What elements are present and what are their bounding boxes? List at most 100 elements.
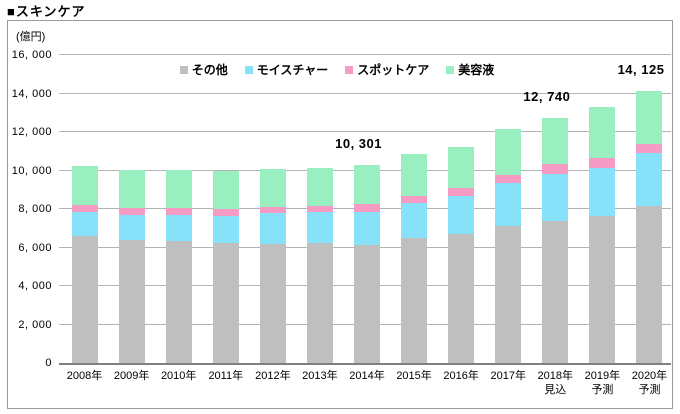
legend-item: モイスチャー — [244, 61, 329, 78]
legend-item: その他 — [179, 61, 228, 78]
bar-segment-スポットケア — [306, 206, 333, 213]
bar-segment-モイスチャー — [212, 215, 239, 243]
x-axis-label-year: 2017年 — [490, 370, 526, 382]
y-tick-label: 8, 000 — [18, 203, 52, 215]
bar-segment-美容液 — [495, 128, 522, 175]
bar-segment-スポットケア — [589, 157, 616, 168]
plot-area: その他 モイスチャー スポットケア 美容液 10, 301 12, 740 14, 125 — [59, 54, 671, 365]
bar-segment-スポットケア — [636, 143, 663, 153]
bar-segment-美容液 — [259, 169, 286, 207]
x-axis-label: 2013年 — [290, 369, 350, 383]
legend-item: 美容液 — [446, 61, 494, 78]
x-axis-label-year: 2013年 — [302, 370, 338, 382]
x-axis-label: 2012年 — [243, 369, 303, 383]
x-axis-label-year: 2009年 — [113, 370, 150, 382]
bar-segment-その他 — [589, 215, 616, 363]
legend-label: その他 — [191, 63, 228, 77]
data-label: 10, 301 — [335, 135, 382, 151]
bar-segment-モイスチャー — [71, 211, 98, 236]
bar-segment-モイスチャー — [118, 214, 145, 240]
bar-segment-モイスチャー — [354, 211, 380, 245]
legend-swatch — [244, 65, 253, 74]
bar-segment-その他 — [259, 243, 286, 363]
bar-segment-モイスチャー — [259, 213, 286, 244]
x-axis-label: 2010年 — [149, 369, 209, 383]
bar-segment-美容液 — [636, 91, 663, 144]
bar-segment-スポットケア — [401, 195, 428, 203]
bar-segment-スポットケア — [542, 163, 569, 175]
x-axis-label-sub: 予測 — [638, 384, 661, 396]
bar-segment-モイスチャー — [448, 196, 475, 235]
bar-segment-その他 — [212, 242, 239, 363]
bar-segment-モイスチャー — [589, 167, 616, 216]
bar-segment-スポットケア — [259, 206, 286, 214]
bar-segment-スポットケア — [495, 174, 522, 184]
bar-segment-美容液 — [118, 169, 145, 209]
bar-segment-美容液 — [448, 146, 475, 189]
bar-segment-モイスチャー — [401, 202, 428, 239]
legend-swatch — [345, 65, 354, 74]
bar-segment-美容液 — [542, 117, 569, 164]
x-axis-label: 2015年 — [384, 369, 444, 383]
x-axis-label: 2020年予測 — [619, 369, 679, 397]
x-axis-label-year: 2010年 — [160, 370, 197, 382]
y-tick-label: 14, 000 — [11, 87, 52, 100]
legend: その他 モイスチャー スポットケア 美容液 — [59, 61, 671, 78]
x-axis-label-year: 2015年 — [396, 370, 432, 382]
y-axis-unit-label: (億円) — [16, 31, 46, 43]
x-axis-label-year: 2016年 — [443, 370, 479, 382]
bar-segment-スポットケア — [118, 208, 145, 215]
bar-segment-スポットケア — [165, 208, 192, 215]
x-axis-label-year: 2014年 — [349, 370, 385, 382]
x-axis-label-sub: 見込 — [544, 384, 567, 396]
bar-segment-モイスチャー — [165, 214, 192, 241]
gridline — [59, 131, 671, 132]
bar-segment-その他 — [71, 235, 98, 363]
y-tick-label: 10, 000 — [11, 164, 52, 177]
bar-segment-その他 — [306, 243, 333, 363]
x-axis-label: 2008年 — [55, 369, 115, 383]
legend-label: モイスチャー — [256, 63, 329, 77]
bar-segment-モイスチャー — [542, 174, 569, 222]
data-label: 14, 125 — [617, 62, 665, 78]
y-tick-label: 2, 000 — [18, 318, 52, 331]
x-axis-label-year: 2019年 — [584, 370, 621, 382]
bar-segment-モイスチャー — [495, 183, 522, 226]
bar-segment-その他 — [354, 245, 380, 363]
gridline — [59, 54, 671, 55]
legend-label: スポットケア — [357, 63, 430, 77]
bar-segment-その他 — [495, 225, 522, 363]
y-tick-label: 12, 000 — [11, 126, 52, 138]
x-axis-label: 2014年 — [337, 369, 397, 383]
bar-segment-その他 — [636, 205, 663, 363]
bar-segment-美容液 — [165, 169, 192, 209]
bar-segment-その他 — [118, 239, 145, 363]
x-axis-label-year: 2011年 — [208, 370, 244, 382]
x-axis-label: 2018年見込 — [525, 369, 585, 397]
bar-segment-美容液 — [354, 164, 380, 204]
bar-segment-美容液 — [306, 168, 333, 207]
bar-segment-スポットケア — [448, 188, 475, 197]
x-axis-label: 2019年予測 — [572, 369, 632, 397]
page-title: ■スキンケア — [7, 4, 86, 19]
bar-segment-その他 — [542, 221, 569, 363]
bar-segment-美容液 — [212, 171, 239, 210]
x-axis-label-year: 2012年 — [255, 370, 291, 382]
legend-item: スポットケア — [345, 61, 429, 78]
bar-segment-スポットケア — [71, 204, 98, 212]
bar-segment-美容液 — [71, 166, 98, 205]
legend-label: 美容液 — [458, 63, 495, 77]
y-tick-label: 6, 000 — [18, 241, 52, 254]
x-axis-label-year: 2018年 — [537, 370, 574, 382]
x-axis-label: 2011年 — [196, 369, 256, 383]
x-axis-label: 2017年 — [478, 369, 538, 383]
y-tick-label: 0 — [45, 357, 52, 369]
bar-segment-その他 — [165, 240, 192, 363]
x-axis-label-year: 2020年 — [631, 370, 668, 382]
x-axis-label-sub: 予測 — [591, 384, 614, 396]
x-axis-label: 2009年 — [102, 369, 162, 383]
bar-segment-美容液 — [589, 106, 616, 158]
chart-box: (億円) その他 モイスチャー スポットケア 美容液 10, 301 12, 740 14… — [7, 20, 673, 409]
bar-segment-スポットケア — [354, 204, 380, 212]
bar-segment-美容液 — [401, 153, 428, 196]
